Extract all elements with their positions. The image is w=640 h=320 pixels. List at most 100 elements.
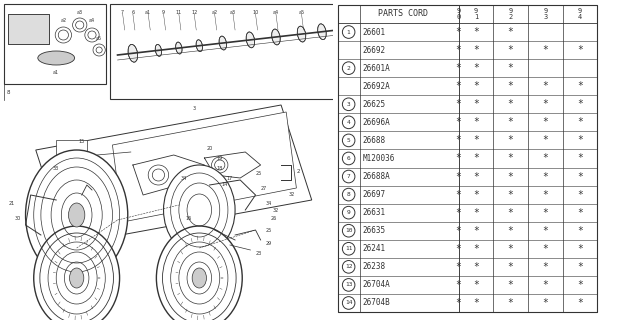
Ellipse shape bbox=[219, 36, 227, 50]
Text: 9: 9 bbox=[347, 210, 351, 215]
Text: *: * bbox=[577, 262, 583, 272]
Text: 26704B: 26704B bbox=[362, 299, 390, 308]
Text: 6: 6 bbox=[347, 156, 351, 161]
Text: *: * bbox=[543, 208, 548, 218]
Text: *: * bbox=[456, 226, 461, 236]
Text: 33: 33 bbox=[53, 165, 60, 171]
Text: 14: 14 bbox=[221, 182, 228, 188]
Text: a1: a1 bbox=[145, 10, 151, 15]
Text: *: * bbox=[577, 208, 583, 218]
Text: 26601: 26601 bbox=[362, 28, 386, 36]
Text: *: * bbox=[456, 154, 461, 164]
Ellipse shape bbox=[38, 51, 75, 65]
Text: *: * bbox=[577, 189, 583, 200]
Ellipse shape bbox=[26, 150, 128, 280]
Text: *: * bbox=[543, 154, 548, 164]
Text: 1: 1 bbox=[347, 29, 351, 35]
Text: 26692A: 26692A bbox=[362, 82, 390, 91]
Text: 2: 2 bbox=[296, 169, 300, 174]
Text: a4: a4 bbox=[89, 18, 95, 22]
Text: 9
0: 9 0 bbox=[456, 8, 461, 20]
Ellipse shape bbox=[317, 24, 326, 40]
Text: *: * bbox=[473, 99, 479, 109]
Text: a2: a2 bbox=[60, 18, 67, 22]
Text: *: * bbox=[577, 117, 583, 127]
Text: 25: 25 bbox=[266, 228, 272, 233]
Text: 14: 14 bbox=[345, 300, 353, 306]
Text: *: * bbox=[473, 172, 479, 181]
Text: a4: a4 bbox=[273, 10, 279, 15]
Bar bbox=[110, 4, 340, 99]
Text: *: * bbox=[473, 262, 479, 272]
Text: *: * bbox=[456, 99, 461, 109]
Text: 5: 5 bbox=[347, 138, 351, 143]
Text: 18: 18 bbox=[216, 166, 223, 171]
Ellipse shape bbox=[156, 44, 162, 56]
Text: 25: 25 bbox=[255, 171, 262, 176]
Text: *: * bbox=[543, 172, 548, 181]
Text: *: * bbox=[456, 244, 461, 254]
Text: *: * bbox=[543, 262, 548, 272]
Ellipse shape bbox=[34, 226, 120, 320]
Bar bbox=[4, 4, 106, 84]
Text: 3: 3 bbox=[347, 102, 351, 107]
Ellipse shape bbox=[68, 203, 85, 227]
Text: *: * bbox=[508, 154, 514, 164]
Text: *: * bbox=[577, 45, 583, 55]
Text: 26: 26 bbox=[271, 216, 277, 221]
Text: *: * bbox=[577, 172, 583, 181]
Text: 9
4: 9 4 bbox=[578, 8, 582, 20]
Text: 13: 13 bbox=[53, 261, 60, 266]
Text: 20: 20 bbox=[207, 146, 212, 151]
Text: *: * bbox=[508, 45, 514, 55]
Ellipse shape bbox=[175, 42, 182, 54]
Text: 15: 15 bbox=[79, 139, 85, 144]
Text: 26635: 26635 bbox=[362, 226, 386, 235]
Ellipse shape bbox=[156, 226, 242, 320]
Ellipse shape bbox=[246, 32, 255, 48]
Polygon shape bbox=[36, 105, 312, 245]
Text: 8: 8 bbox=[347, 192, 351, 197]
Text: 23: 23 bbox=[255, 251, 262, 256]
Text: 12: 12 bbox=[191, 10, 197, 15]
Ellipse shape bbox=[164, 165, 235, 255]
Text: *: * bbox=[577, 99, 583, 109]
Text: *: * bbox=[473, 27, 479, 37]
Text: 11: 11 bbox=[345, 246, 353, 251]
Text: *: * bbox=[577, 154, 583, 164]
Text: *: * bbox=[508, 99, 514, 109]
Text: 12: 12 bbox=[345, 264, 353, 269]
Text: *: * bbox=[508, 27, 514, 37]
Text: *: * bbox=[473, 63, 479, 73]
Text: 7: 7 bbox=[347, 174, 351, 179]
Text: 11: 11 bbox=[176, 10, 182, 15]
Text: *: * bbox=[456, 189, 461, 200]
Text: 10: 10 bbox=[345, 228, 353, 233]
Text: *: * bbox=[508, 280, 514, 290]
Text: 26601A: 26601A bbox=[362, 64, 390, 73]
Text: *: * bbox=[473, 154, 479, 164]
Text: a1: a1 bbox=[53, 70, 60, 76]
Text: 26625: 26625 bbox=[362, 100, 386, 109]
Text: *: * bbox=[473, 135, 479, 145]
Text: *: * bbox=[508, 63, 514, 73]
Text: *: * bbox=[543, 45, 548, 55]
Text: 19: 19 bbox=[217, 156, 223, 161]
Bar bbox=[8, 14, 49, 44]
Polygon shape bbox=[113, 112, 296, 222]
Text: *: * bbox=[543, 99, 548, 109]
Text: 26704A: 26704A bbox=[362, 280, 390, 289]
Text: *: * bbox=[456, 172, 461, 181]
Text: *: * bbox=[473, 189, 479, 200]
Ellipse shape bbox=[272, 29, 280, 45]
Text: *: * bbox=[508, 81, 514, 91]
Text: *: * bbox=[473, 298, 479, 308]
Text: 32: 32 bbox=[288, 193, 294, 197]
Text: *: * bbox=[508, 226, 514, 236]
Text: *: * bbox=[456, 262, 461, 272]
Text: *: * bbox=[473, 117, 479, 127]
Text: *: * bbox=[543, 280, 548, 290]
Bar bbox=[8, 14, 49, 44]
Text: 2: 2 bbox=[347, 66, 351, 71]
Text: *: * bbox=[473, 244, 479, 254]
